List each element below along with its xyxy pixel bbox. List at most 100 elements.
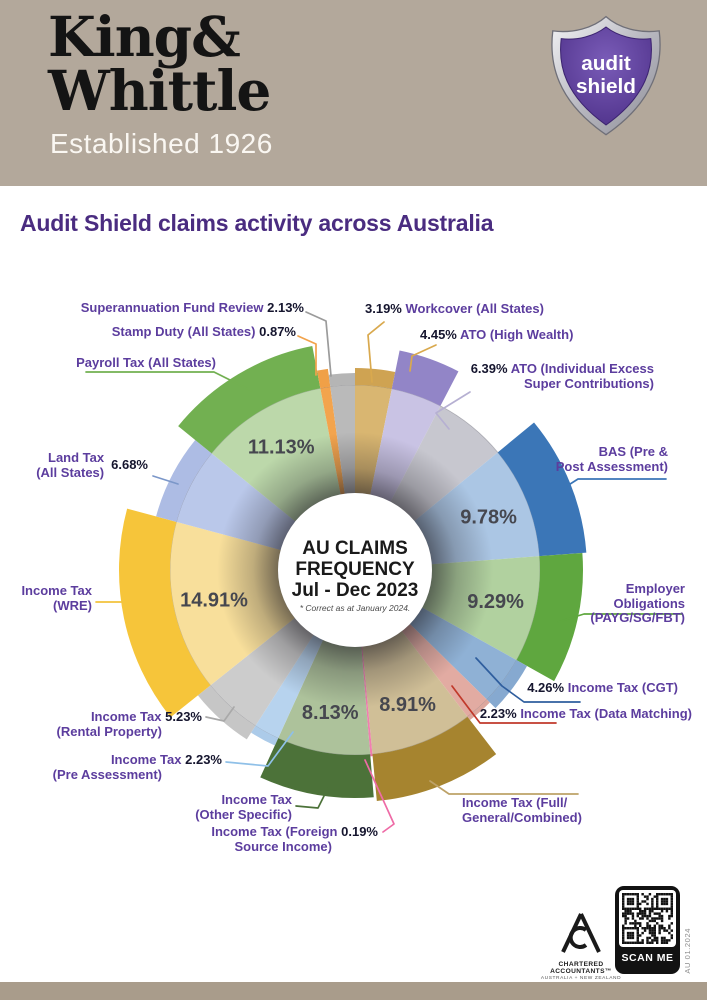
leader-line-preassess bbox=[225, 731, 294, 767]
donut-hole bbox=[278, 493, 432, 647]
label-line-eo-2: (PAYG/SG/FBT) bbox=[590, 610, 685, 626]
pct-foreign: 0.19% bbox=[341, 824, 378, 839]
label-ato_hw: 4.45% ATO (High Wealth) bbox=[420, 327, 700, 343]
center-title-2: FREQUENCY bbox=[295, 559, 415, 580]
shield-text-2: shield bbox=[576, 75, 636, 98]
pct-ato_hw: 4.45% bbox=[420, 327, 457, 342]
shield-text-1: audit bbox=[581, 52, 631, 75]
label-line-cgt-0: 4.26% Income Tax (CGT) bbox=[527, 680, 678, 695]
label-line-super-0: Superannuation Fund Review 2.13% bbox=[80, 300, 304, 315]
label-line-rental-1: (Rental Property) bbox=[56, 723, 162, 739]
segment-outer-wre bbox=[118, 508, 211, 718]
segment-outer-bas bbox=[497, 422, 587, 557]
label-line-wre-1: (WRE) bbox=[53, 597, 92, 613]
segment-outer-foreign bbox=[370, 754, 373, 757]
label-ato_iesc: 6.39% ATO (Individual Excess Super Contri… bbox=[452, 361, 654, 391]
inside-pct-bas: 9.78% bbox=[460, 506, 517, 528]
label-line-dm-0: 2.23% Income Tax (Data Matching) bbox=[479, 706, 692, 721]
pct-cgt: 4.26% bbox=[527, 680, 565, 695]
qr-code: SCAN ME bbox=[615, 886, 680, 974]
segment-outer-cgt bbox=[486, 660, 528, 709]
pct-preassess: 2.23% bbox=[185, 752, 222, 767]
inside-pct-eo: 9.29% bbox=[467, 591, 524, 613]
label-super: Superannuation Fund Review 2.13% bbox=[56, 300, 304, 316]
segment-outer-otherspec bbox=[260, 738, 374, 799]
leader-line-cgt bbox=[475, 657, 581, 703]
pct-stamp: 0.87% bbox=[259, 324, 296, 339]
leader-line-bas bbox=[555, 478, 667, 494]
leader-line-eo bbox=[557, 613, 683, 623]
label-dm: 2.23% Income Tax (Data Matching) bbox=[462, 706, 692, 722]
inside-pct-fullgen: 8.91% bbox=[379, 694, 436, 716]
center-footnote: * Correct as at January 2024. bbox=[300, 603, 411, 613]
qr-code-image bbox=[619, 890, 676, 947]
audit-shield-logo: audit shield bbox=[541, 14, 671, 141]
label-line-bas-0: BAS (Pre & bbox=[598, 444, 668, 459]
ca-title: CHARTERED ACCOUNTANTS™ bbox=[550, 961, 612, 975]
label-payroll: Payroll Tax (All States) bbox=[0, 355, 216, 371]
center-title-1: AU CLAIMS bbox=[302, 538, 408, 559]
brand-tagline: Established 1926 bbox=[50, 128, 273, 159]
label-line-preassess-1: (Pre Assessment) bbox=[52, 766, 162, 782]
segment-outer-ato_hw bbox=[391, 350, 459, 406]
label-wre: Income Tax (WRE) bbox=[0, 583, 92, 613]
label-line-ato_iesc-0: 6.39% ATO (Individual Excess bbox=[470, 361, 654, 376]
doc-code: AU 01.2024 bbox=[683, 928, 692, 974]
label-line-land-1: (All States) bbox=[36, 464, 105, 480]
ca-subtitle: AUSTRALIA + NEW ZEALAND bbox=[540, 976, 622, 981]
brand-logo: King& Whittle bbox=[48, 4, 271, 123]
label-line-foreign-0: Income Tax (Foreign 0.19% bbox=[211, 824, 378, 839]
segment-outer-stamp bbox=[316, 368, 331, 389]
label-line-wre-0: Income Tax bbox=[21, 583, 92, 598]
label-stamp: Stamp Duty (All States) 0.87% bbox=[56, 324, 296, 340]
label-cgt: 4.26% Income Tax (CGT) bbox=[480, 680, 678, 696]
label-rental: Income Tax 5.23% (Rental Property) bbox=[0, 709, 202, 739]
leader-line-workcover bbox=[367, 321, 385, 383]
label-preassess: Income Tax 2.23% (Pre Assessment) bbox=[0, 752, 222, 782]
pct-rental: 5.23% bbox=[165, 709, 202, 724]
label-land: Land Tax (All States) 6.68% bbox=[0, 450, 148, 480]
pct-workcover: 3.19% bbox=[365, 301, 402, 316]
leader-line-payroll bbox=[85, 371, 253, 392]
center-title-3: Jul - Dec 2023 bbox=[292, 580, 419, 601]
label-line-eo-0: Employer bbox=[625, 581, 685, 596]
label-line-stamp-0: Stamp Duty (All States) 0.87% bbox=[111, 324, 296, 339]
brand-line2: Whittle bbox=[48, 57, 271, 123]
label-line-foreign-1: Source Income) bbox=[234, 838, 332, 854]
segment-outer-rental bbox=[197, 685, 256, 740]
page-title: Audit Shield claims activity across Aust… bbox=[20, 210, 494, 236]
segment-outer-super bbox=[328, 373, 355, 387]
leader-line-dm bbox=[451, 685, 557, 724]
claims-donut-chart: AU CLAIMS FREQUENCY Jul - Dec 2023 * Cor… bbox=[0, 255, 707, 915]
segment-outer-preassess bbox=[251, 725, 279, 746]
segment-outer-workcover bbox=[355, 368, 396, 389]
label-line-ato_hw-0: 4.45% ATO (High Wealth) bbox=[420, 327, 574, 342]
label-fullgen: Income Tax (Full/General/Combined) bbox=[462, 795, 682, 825]
qr-pattern bbox=[622, 893, 673, 944]
leader-line-ato_iesc bbox=[435, 391, 471, 430]
label-workcover: 3.19% Workcover (All States) bbox=[365, 301, 695, 317]
label-line-fullgen-0: Income Tax (Full/ bbox=[462, 795, 568, 810]
pct-land: 6.68% bbox=[111, 457, 148, 473]
leader-line-foreign bbox=[364, 759, 395, 833]
brand-line1: King& bbox=[48, 4, 241, 69]
scan-me-label: SCAN ME bbox=[621, 951, 674, 964]
label-line-ato_iesc-1: Super Contributions) bbox=[524, 375, 654, 391]
leader-line-fullgen bbox=[429, 780, 579, 795]
label-line-fullgen-1: General/Combined) bbox=[462, 809, 582, 825]
label-foreign: Income Tax (Foreign 0.19% Source Income) bbox=[0, 824, 378, 854]
label-line-otherspec-1: (Other Specific) bbox=[195, 806, 292, 822]
label-line-rental-0: Income Tax 5.23% bbox=[90, 709, 202, 724]
label-line-otherspec-0: Income Tax bbox=[221, 792, 292, 807]
leader-line-super bbox=[305, 311, 332, 377]
ca-monogram-icon bbox=[561, 913, 601, 953]
inside-pct-otherspec: 8.13% bbox=[302, 702, 359, 724]
segment-outer-eo bbox=[516, 552, 583, 682]
leader-line-otherspec bbox=[295, 787, 329, 809]
header: King& Whittle Established 1926 audit shi… bbox=[0, 0, 707, 186]
label-line-payroll-0: Payroll Tax (All States) bbox=[76, 355, 216, 370]
pct-super: 2.13% bbox=[267, 300, 304, 315]
leader-line-stamp bbox=[297, 335, 317, 376]
leader-line-ato_hw bbox=[409, 344, 437, 372]
